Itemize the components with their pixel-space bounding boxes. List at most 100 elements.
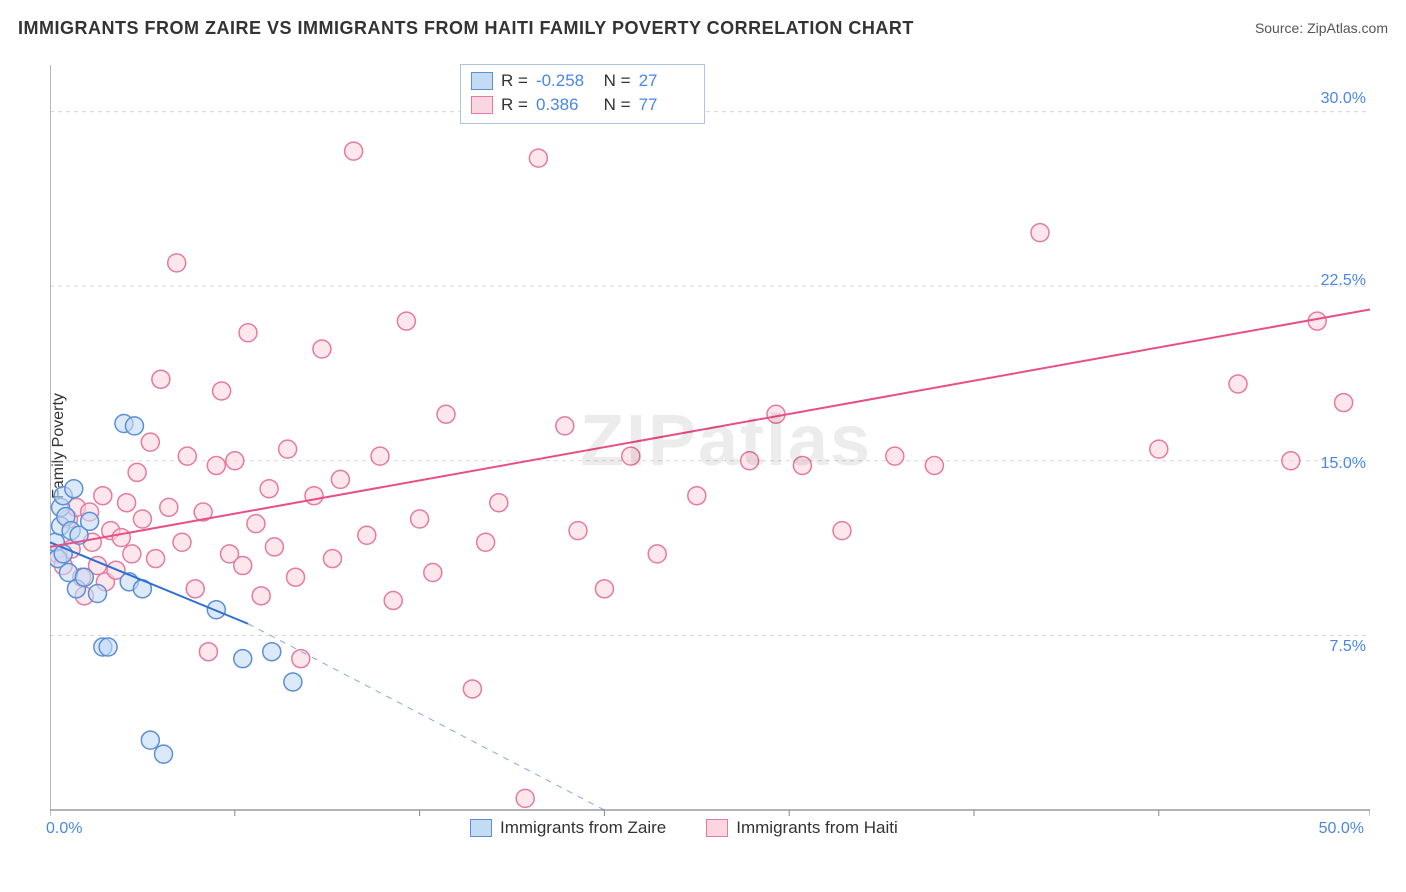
data-point xyxy=(239,324,257,342)
data-point xyxy=(287,568,305,586)
data-point xyxy=(305,487,323,505)
data-point xyxy=(152,370,170,388)
data-point xyxy=(252,587,270,605)
data-point xyxy=(247,515,265,533)
data-point xyxy=(133,510,151,528)
data-point xyxy=(265,538,283,556)
data-point xyxy=(925,456,943,474)
correlation-stats-box: R =-0.258 N =27R =0.386 N =77 xyxy=(460,64,705,124)
data-point xyxy=(833,522,851,540)
data-point xyxy=(160,498,178,516)
series-swatch xyxy=(471,72,493,90)
legend-label: Immigrants from Haiti xyxy=(736,818,898,838)
data-point xyxy=(371,447,389,465)
data-point xyxy=(147,550,165,568)
data-point xyxy=(125,417,143,435)
data-point xyxy=(556,417,574,435)
data-point xyxy=(226,452,244,470)
legend-swatch xyxy=(706,819,728,837)
stat-r-value: -0.258 xyxy=(536,69,591,93)
data-point xyxy=(595,580,613,598)
stats-row: R =0.386 N =77 xyxy=(471,93,694,117)
data-point xyxy=(234,557,252,575)
data-point xyxy=(345,142,363,160)
y-tick-label: 22.5% xyxy=(1321,272,1366,290)
legend-item: Immigrants from Zaire xyxy=(470,818,666,838)
data-point xyxy=(213,382,231,400)
legend: Immigrants from Zaire Immigrants from Hai… xyxy=(470,818,898,838)
stats-row: R = -0.258 N = 27 xyxy=(471,69,694,93)
data-point xyxy=(463,680,481,698)
data-point xyxy=(155,745,173,763)
data-point xyxy=(118,494,136,512)
y-tick-label: 15.0% xyxy=(1321,455,1366,473)
data-point xyxy=(128,463,146,481)
data-point xyxy=(648,545,666,563)
data-point xyxy=(1335,394,1353,412)
data-point xyxy=(207,456,225,474)
data-point xyxy=(688,487,706,505)
data-point xyxy=(358,526,376,544)
data-point xyxy=(569,522,587,540)
stat-n-value: 27 xyxy=(639,69,694,93)
data-point xyxy=(123,545,141,563)
data-point xyxy=(263,643,281,661)
data-point xyxy=(199,643,217,661)
legend-swatch xyxy=(470,819,492,837)
stat-n-label: N = xyxy=(599,93,631,117)
chart-title: IMMIGRANTS FROM ZAIRE VS IMMIGRANTS FROM… xyxy=(18,18,914,38)
data-point xyxy=(1150,440,1168,458)
chart-header: IMMIGRANTS FROM ZAIRE VS IMMIGRANTS FROM… xyxy=(18,18,1388,48)
data-point xyxy=(284,673,302,691)
series-swatch xyxy=(471,96,493,114)
legend-item: Immigrants from Haiti xyxy=(706,818,898,838)
data-point xyxy=(99,638,117,656)
data-point xyxy=(1229,375,1247,393)
chart-svg xyxy=(50,60,1370,840)
data-point xyxy=(741,452,759,470)
stat-r-label: R = xyxy=(501,69,528,93)
data-point xyxy=(490,494,508,512)
data-point xyxy=(437,405,455,423)
data-point xyxy=(397,312,415,330)
data-point xyxy=(622,447,640,465)
data-point xyxy=(411,510,429,528)
data-point xyxy=(424,564,442,582)
data-point xyxy=(186,580,204,598)
data-point xyxy=(384,591,402,609)
regression-line-extrapolated xyxy=(248,624,604,810)
stat-n-label: N = xyxy=(599,69,631,93)
chart-source: Source: ZipAtlas.com xyxy=(1255,20,1388,36)
y-tick-label: 7.5% xyxy=(1330,638,1366,656)
data-point xyxy=(94,487,112,505)
regression-line xyxy=(50,309,1370,546)
x-tick-label: 0.0% xyxy=(46,820,82,838)
data-point xyxy=(313,340,331,358)
stat-r-label: R = xyxy=(501,93,528,117)
data-point xyxy=(1282,452,1300,470)
data-point xyxy=(279,440,297,458)
data-point xyxy=(323,550,341,568)
data-point xyxy=(141,731,159,749)
data-point xyxy=(89,584,107,602)
data-point xyxy=(173,533,191,551)
data-point xyxy=(178,447,196,465)
data-point xyxy=(234,650,252,668)
stat-r-value: 0.386 xyxy=(536,93,591,117)
legend-label: Immigrants from Zaire xyxy=(500,818,666,838)
data-point xyxy=(1031,224,1049,242)
data-point xyxy=(75,568,93,586)
data-point xyxy=(292,650,310,668)
x-tick-label: 50.0% xyxy=(1319,820,1364,838)
data-point xyxy=(793,456,811,474)
data-point xyxy=(477,533,495,551)
data-point xyxy=(141,433,159,451)
data-point xyxy=(331,470,349,488)
plot-area: ZIPatlas R =-0.258 N =27R =0.386 N =77 3… xyxy=(50,60,1370,840)
data-point xyxy=(112,529,130,547)
data-point xyxy=(886,447,904,465)
data-point xyxy=(529,149,547,167)
data-point xyxy=(260,480,278,498)
data-point xyxy=(81,512,99,530)
data-point xyxy=(168,254,186,272)
